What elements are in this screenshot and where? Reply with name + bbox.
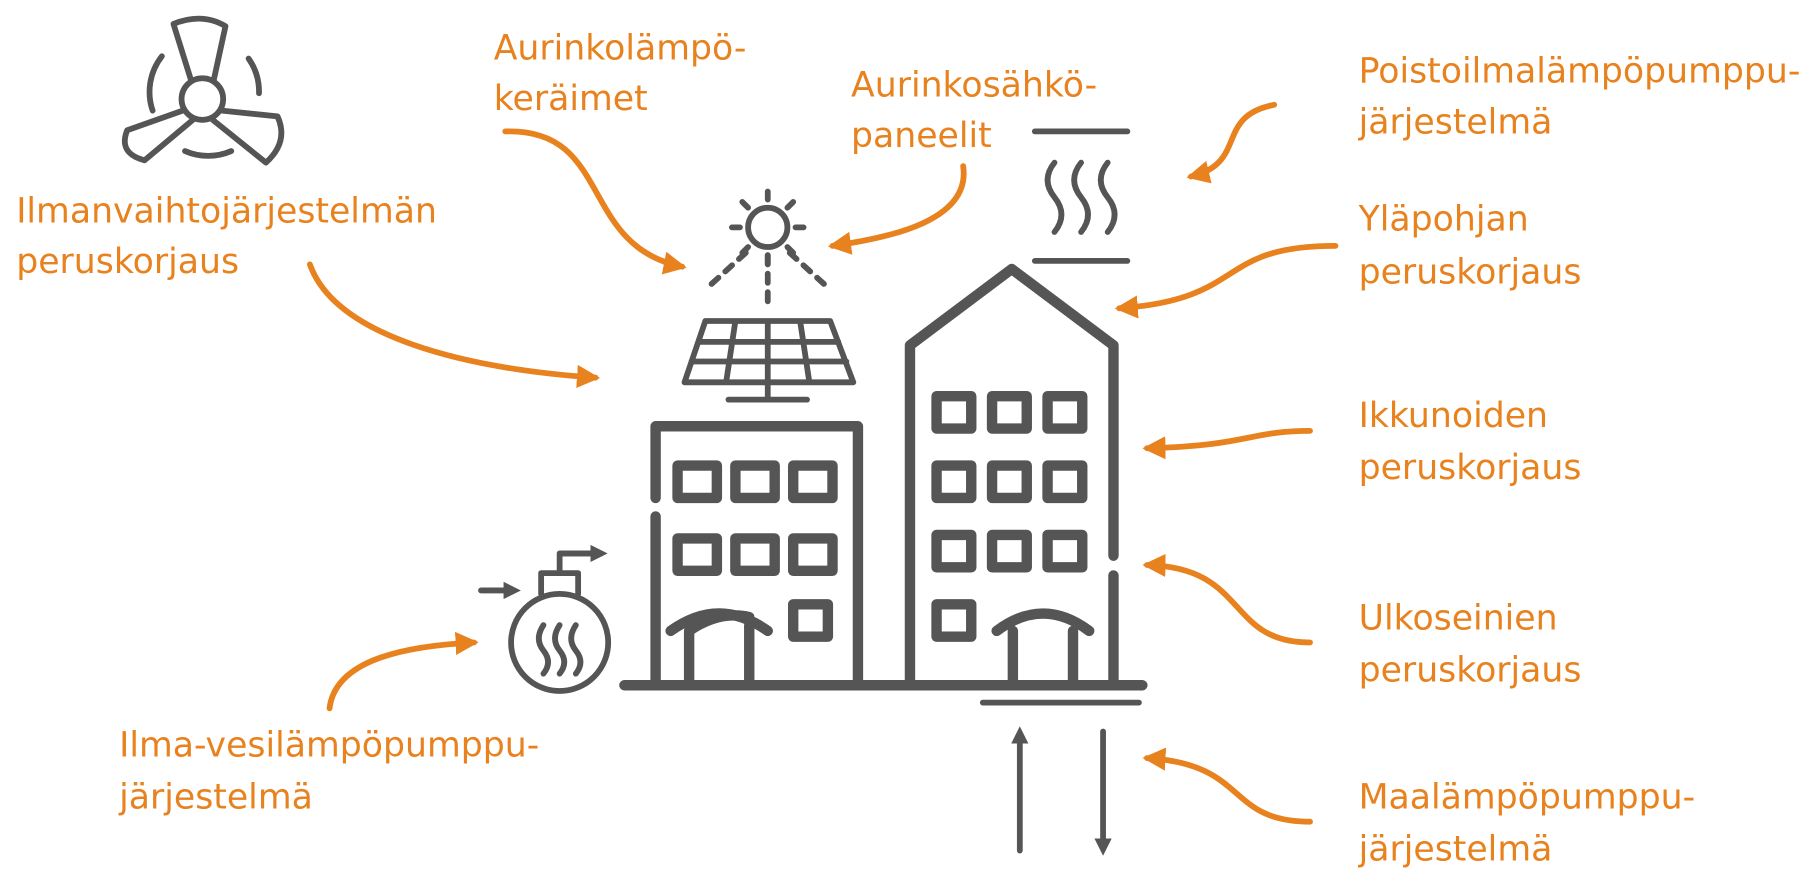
arrow [1191, 105, 1274, 177]
arrow [833, 166, 964, 246]
label-text: Ilmanvaihtojärjestelmän [16, 191, 437, 231]
label-text: Maalämpöpumppu- [1359, 778, 1696, 818]
arrow [1147, 431, 1310, 448]
icon-part [678, 538, 717, 570]
icon-part [678, 466, 717, 498]
label-text: Ikkunoiden [1359, 396, 1548, 436]
icon-part [1048, 535, 1083, 567]
icon-part [182, 78, 224, 120]
arrow [330, 642, 475, 708]
icon-part [735, 538, 774, 570]
label-text: Poistoilmalämpöpumppu- [1359, 51, 1801, 91]
label-text: peruskorjaus [1359, 253, 1582, 293]
label-text: paneelit [851, 116, 992, 156]
label-text: Ilma-vesilämpöpumppu- [119, 726, 539, 766]
icon-part [1048, 163, 1115, 232]
solar-panel-icon [685, 321, 854, 400]
icon-part [937, 535, 972, 567]
buildings [624, 269, 1142, 851]
icon-part [541, 553, 595, 593]
icon-part [735, 466, 774, 498]
arrow [1119, 246, 1335, 308]
icon-part [708, 253, 828, 304]
diagram: Ilmanvaihtojärjestelmän peruskorjaus Aur… [0, 0, 1813, 871]
arrow [310, 264, 596, 377]
icon-part [173, 19, 225, 80]
page: {"labels": [ {"lines": ["Ilmanvaihtojärj… [0, 0, 1813, 871]
label-text: Ulkoseinien [1359, 598, 1558, 638]
icon-part [793, 466, 832, 498]
icon-part [685, 321, 854, 400]
arrow [1147, 758, 1310, 822]
icon-part [793, 538, 832, 570]
label-text: Yläpohjan [1358, 199, 1529, 239]
heat-pump-icon [481, 553, 608, 691]
arrow [1147, 565, 1310, 642]
icon-part [748, 208, 787, 247]
icon-part [671, 614, 768, 683]
label-text: peruskorjaus [16, 242, 239, 282]
icon-part [992, 466, 1027, 498]
icon-part [992, 396, 1027, 428]
icon-part [992, 535, 1027, 567]
icon-part [539, 625, 581, 674]
label-text: peruskorjaus [1359, 650, 1582, 690]
exhaust-icon [1035, 131, 1128, 261]
icon-part [793, 604, 828, 636]
label-text: järjestelmä [1358, 102, 1553, 142]
label-text: Aurinkolämpö- [494, 28, 747, 68]
icon-part [1048, 396, 1083, 428]
icon-part [937, 396, 972, 428]
fan-icon [125, 19, 282, 163]
icon-part [937, 604, 972, 636]
label-text: keräimet [494, 79, 648, 119]
label-text: Aurinkosähkö- [851, 65, 1097, 105]
icon-part [997, 614, 1090, 683]
label-text: järjestelmä [118, 778, 313, 818]
arrow [505, 131, 682, 266]
icon-part [1048, 466, 1083, 498]
label-text: peruskorjaus [1359, 448, 1582, 488]
label-text: järjestelmä [1358, 830, 1553, 870]
icon-part [937, 466, 972, 498]
sun-icon [708, 192, 828, 304]
